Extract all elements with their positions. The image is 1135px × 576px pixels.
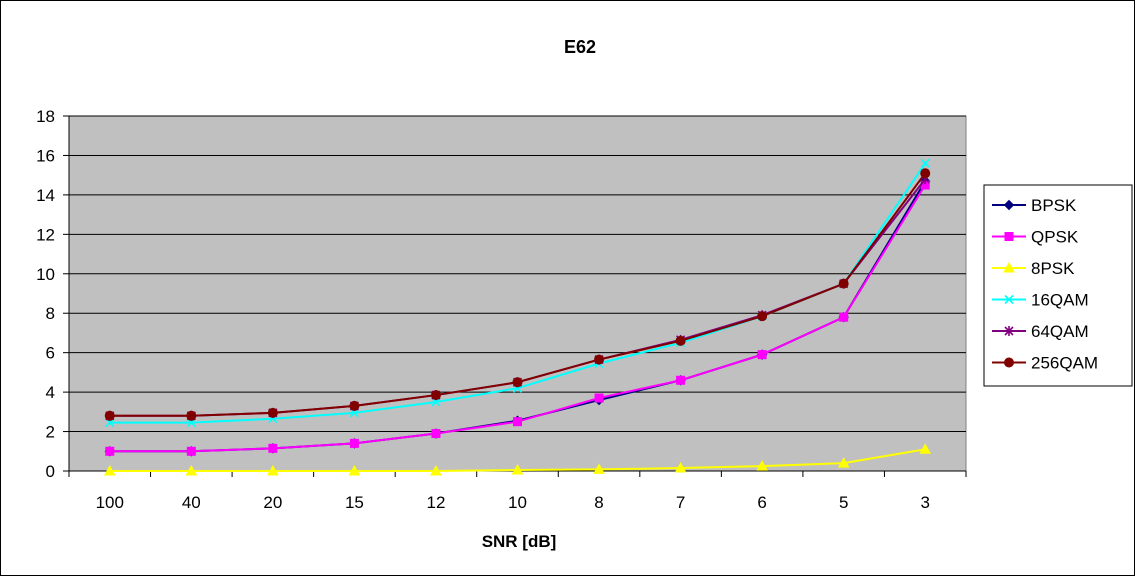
data-point-qpsk bbox=[594, 393, 604, 403]
data-point-256qam bbox=[104, 410, 115, 421]
legend-marker-8psk bbox=[1003, 261, 1015, 273]
x-tick-label: 3 bbox=[920, 493, 929, 512]
data-point-qpsk bbox=[839, 312, 849, 322]
data-point-256qam bbox=[920, 168, 931, 179]
legend: BPSK QPSK 8PSK 16QAM 64QAM 256QAM bbox=[983, 184, 1133, 387]
data-point-8psk bbox=[919, 443, 932, 454]
x-tick-label: 40 bbox=[182, 493, 201, 512]
data-point-qpsk bbox=[757, 350, 767, 360]
x-tick-label: 15 bbox=[345, 493, 364, 512]
data-point-8psk bbox=[430, 464, 442, 476]
data-point-256qam bbox=[267, 407, 278, 418]
data-point-qpsk bbox=[186, 446, 196, 456]
x-tick-label: 10 bbox=[508, 493, 527, 512]
y-tick-label: 4 bbox=[46, 383, 55, 402]
data-point-qpsk bbox=[676, 375, 686, 385]
legend-box bbox=[983, 184, 1133, 387]
x-tick-label: 20 bbox=[263, 493, 282, 512]
chart-title: E62 bbox=[564, 37, 596, 57]
x-tick-label: 100 bbox=[96, 493, 124, 512]
data-point-8psk bbox=[511, 463, 524, 475]
x-tick-label: 8 bbox=[594, 493, 603, 512]
data-point-256qam bbox=[430, 390, 441, 401]
legend-label-bpsk: BPSK bbox=[1031, 196, 1077, 215]
plot-area: 0 2 4 6 8 10 12 14 16 18 100 40 20 15 12 10 8 7 6 5 3 bbox=[36, 107, 967, 512]
x-tick-label: 12 bbox=[426, 493, 445, 512]
x-axis-title: SNR [dB] bbox=[482, 532, 557, 551]
legend-marker-bpsk bbox=[1003, 199, 1015, 211]
data-point-256qam bbox=[186, 410, 197, 421]
legend-marker-16qam bbox=[1004, 294, 1014, 305]
y-tick-label: 18 bbox=[36, 107, 55, 126]
data-point-qpsk bbox=[105, 446, 115, 456]
data-point-16qam bbox=[105, 418, 115, 428]
y-tick-label: 16 bbox=[36, 146, 55, 165]
data-point-8psk bbox=[103, 464, 116, 476]
y-tick-label: 2 bbox=[46, 423, 55, 442]
data-point-16qam bbox=[431, 397, 441, 407]
legend-label-8psk: 8PSK bbox=[1031, 259, 1075, 278]
data-point-16qam bbox=[920, 158, 930, 168]
data-point-8psk bbox=[185, 464, 198, 476]
y-tick-label: 10 bbox=[36, 265, 55, 284]
legend-label-qpsk: QPSK bbox=[1031, 228, 1079, 247]
x-tick-label: 6 bbox=[757, 493, 766, 512]
data-point-16qam bbox=[186, 418, 196, 428]
data-point-256qam bbox=[349, 400, 360, 411]
data-point-256qam bbox=[757, 311, 768, 322]
legend-label-16qam: 16QAM bbox=[1031, 291, 1089, 310]
x-tick-label: 5 bbox=[839, 493, 848, 512]
y-tick-label: 12 bbox=[36, 225, 55, 244]
legend-marker-64qam bbox=[1004, 326, 1014, 336]
legend-marker-qpsk bbox=[1004, 232, 1014, 241]
data-point-qpsk bbox=[513, 417, 522, 427]
y-tick-label: 0 bbox=[46, 462, 55, 481]
data-point-256qam bbox=[512, 377, 523, 388]
data-point-8psk bbox=[267, 464, 279, 476]
legend-marker-256qam bbox=[1004, 357, 1014, 368]
data-point-256qam bbox=[838, 278, 849, 289]
legend-label-256qam: 256QAM bbox=[1031, 354, 1098, 373]
data-point-8psk bbox=[837, 457, 850, 468]
data-point-8psk bbox=[593, 463, 605, 474]
legend-label-64qam: 64QAM bbox=[1031, 322, 1089, 341]
data-point-256qam bbox=[675, 335, 686, 346]
data-point-8psk bbox=[674, 462, 687, 473]
data-point-qpsk bbox=[268, 443, 278, 453]
data-point-16qam bbox=[349, 408, 359, 418]
y-tick-label: 6 bbox=[46, 344, 55, 363]
data-point-8psk bbox=[348, 464, 361, 476]
data-point-qpsk bbox=[431, 429, 441, 439]
y-tick-label: 8 bbox=[46, 304, 55, 323]
data-point-256qam bbox=[594, 354, 605, 365]
data-point-qpsk bbox=[349, 438, 359, 448]
x-tick-label: 7 bbox=[676, 493, 685, 512]
data-point-8psk bbox=[756, 460, 768, 471]
y-tick-label: 14 bbox=[36, 186, 55, 205]
